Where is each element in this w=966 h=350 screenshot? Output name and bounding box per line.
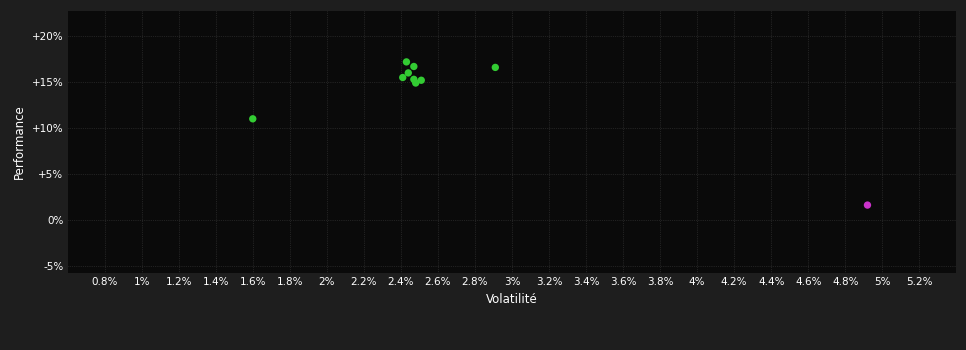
Point [408,80,423,86]
Point [488,65,503,70]
Point [395,75,411,80]
Point [860,202,875,208]
Point [245,116,261,121]
Point [413,77,429,83]
X-axis label: Volatilité: Volatilité [486,293,538,306]
Point [399,59,414,65]
Y-axis label: Performance: Performance [14,104,26,179]
Point [401,70,416,76]
Point [406,77,421,82]
Point [406,64,421,69]
